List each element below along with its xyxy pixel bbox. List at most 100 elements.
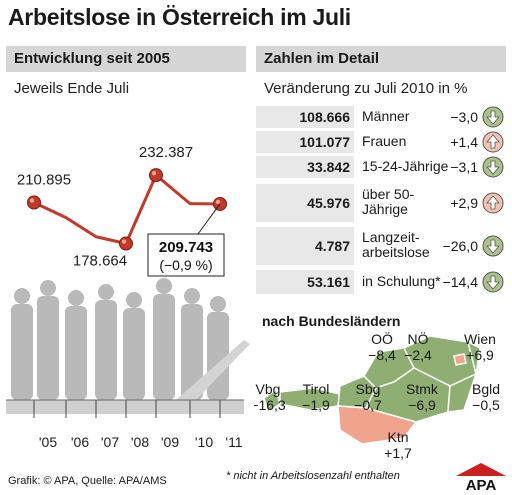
x-tick-label: '06 [71,434,89,450]
row-change: −14,4 [442,274,478,290]
silhouette-head [210,296,226,312]
state-change: −1,9 [302,397,330,413]
footnote: * nicht in Arbeitslosenzahl enthalten [226,470,400,482]
arrow-shape [486,195,500,210]
data-label: 178.664 [73,253,127,270]
detail-row: 45.976 über 50- Jährige +2,9 [256,184,506,222]
silhouette-body [37,296,59,400]
apa-logo: APA [456,463,506,492]
state-change: −0,7 [354,397,382,413]
austria-map: OÖ−8,4 NÖ−2,4 Wien+6,9 Vbg−16,3 Tirol−1,9 Sbg… [254,330,500,461]
row-value-bg [256,227,354,265]
row-value: 4.787 [314,238,350,254]
axis-band [6,400,244,414]
row-value-bg [256,184,354,222]
arrow-down-icon [482,106,504,128]
row-label: in Schulung* [362,273,441,289]
row-label: Frauen [362,133,407,149]
row-value: 101.077 [299,134,350,150]
silhouette-shadow [176,340,250,400]
state-change: −6,9 [408,397,436,413]
silhouette-head [184,288,200,304]
row-value: 53.161 [307,274,350,290]
state-name: Bgld [472,381,500,397]
detail-row: 101.077 Frauen +1,4 [256,131,506,153]
state-name: Sbg [356,381,381,397]
page-title: Arbeitslose in Österreich im Juli [8,4,351,30]
footer-source: Grafik: © APA, Quelle: APA/AMS [8,475,167,487]
silhouette-body [95,300,117,400]
right-panel-subtitle: Veränderung zu Juli 2010 in % [264,80,468,97]
x-tick-label: '05 [39,434,57,450]
silhouette-head [126,292,142,308]
x-tick-label: '11 [225,434,242,450]
state-change: −0,5 [472,397,500,413]
state-change: −8,4 [368,347,396,363]
detail-row: 108.666 Männer −3,0 [256,106,506,128]
row-change: +2,9 [450,195,478,211]
apa-logo-text: APA [466,477,497,492]
x-tick-label: '10 [195,434,213,450]
row-change: +1,4 [450,134,478,150]
silhouette-head [14,288,30,304]
silhouette-body [153,294,175,400]
arrow-shape [486,160,500,175]
arrow-up-icon [482,192,504,214]
data-point-highlight [151,170,157,176]
data-label-note: (−0,9 %) [159,257,212,273]
row-label: Männer [362,108,410,124]
map-region-wien [453,353,467,366]
silhouette-head [98,284,114,300]
row-value: 45.976 [307,195,350,211]
silhouette-body [181,304,203,400]
data-point-highlight [121,239,127,244]
state-name: OÖ [371,330,393,347]
arrow-shape [486,275,500,290]
state-change: +6,9 [466,347,494,363]
state-name: NÖ [408,330,429,347]
data-point [27,195,41,210]
state-name: Ktn [387,429,408,445]
left-panel-subtitle: Jeweils Ende Juli [14,80,130,97]
data-label: 209.743 [159,239,213,256]
row-change: −26,0 [442,238,478,254]
detail-row: 53.161 in Schulung* −14,4 [256,270,506,294]
state-name: Vbg [256,381,281,397]
bundeslaender-heading: nach Bundesländern [262,313,401,329]
silhouette-body [123,308,145,400]
data-point-highlight [29,198,35,203]
row-label: 15-24-Jährige [362,158,449,174]
state-change: +1,7 [384,445,412,461]
state-change: −16,3 [254,397,286,413]
right-panel-heading: Zahlen im Detail [256,46,506,72]
row-value-bg [256,106,354,128]
left-panel-heading: Entwicklung seit 2005 [6,46,246,72]
x-tick-label: '07 [101,434,119,450]
row-change: −3,0 [450,109,478,125]
silhouette-body [207,312,229,400]
silhouette-body [65,306,87,400]
callout-line [197,203,221,235]
silhouette-head [40,280,56,296]
arrow-up-icon [482,131,504,153]
row-label: über 50- Jährige [362,186,415,217]
state-change: −2,4 [404,347,432,363]
silhouette-body [11,304,33,400]
detail-row: 4.787 Langzeit- arbeitslose −26,0 [256,227,506,265]
map-region-bgld [447,340,481,413]
row-change: −3,1 [450,159,478,175]
silhouette-head [156,278,172,294]
map-region-ktn [337,405,418,445]
row-value: 108.666 [299,109,350,125]
people-silhouettes [11,278,229,400]
arrow-shape [486,239,500,254]
data-label: 210.895 [17,171,71,188]
row-value-bg [256,156,354,178]
row-value-bg [256,131,354,153]
state-name: Stmk [406,381,439,397]
state-name: Wien [464,331,496,347]
arrow-down-icon [482,156,504,178]
data-label: 232.387 [139,144,193,161]
state-name: Tirol [303,381,330,397]
arrow-shape [486,134,500,149]
